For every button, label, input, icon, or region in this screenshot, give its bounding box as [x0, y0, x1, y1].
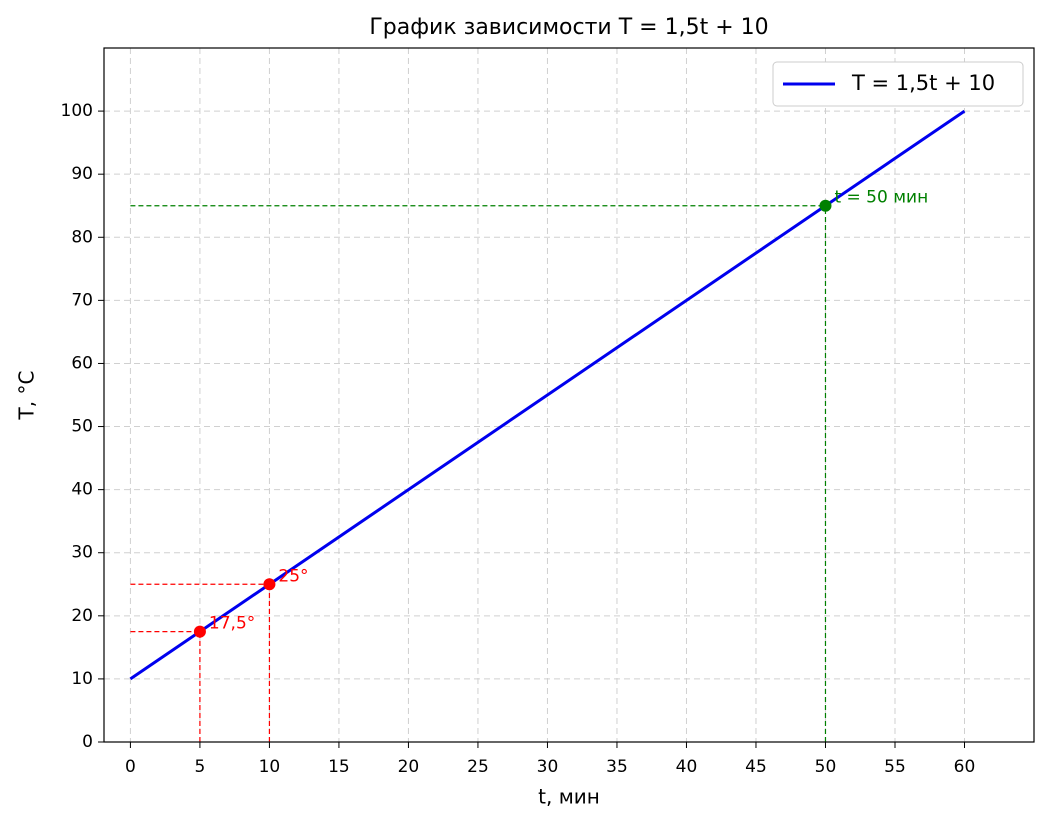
legend: T = 1,5t + 10 [772, 61, 1024, 107]
x-tick-label: 5 [195, 757, 206, 777]
y-tick-label: 20 [71, 606, 93, 626]
legend-label: T = 1,5t + 10 [851, 71, 995, 95]
x-tick-label: 60 [954, 757, 976, 777]
x-tick-label: 20 [398, 757, 420, 777]
point-label: t = 50 мин [834, 188, 928, 208]
y-tick-label: 80 [71, 227, 93, 247]
x-tick-label: 55 [884, 757, 906, 777]
y-tick-label: 90 [71, 164, 93, 184]
point-label: 25° [278, 566, 308, 586]
x-tick-label: 10 [259, 757, 281, 777]
x-axis-label: t, мин [538, 785, 600, 809]
x-tick-label: 40 [676, 757, 698, 777]
x-tick-label: 15 [328, 757, 350, 777]
chart-title: График зависимости T = 1,5t + 10 [369, 15, 768, 40]
y-tick-label: 10 [71, 669, 93, 689]
point-label: 17,5° [209, 614, 255, 634]
x-tick-label: 50 [815, 757, 837, 777]
y-tick-label: 70 [71, 290, 93, 310]
point-marker [193, 625, 206, 638]
point-marker [263, 578, 276, 591]
y-axis-label: T, °C [15, 371, 39, 421]
x-tick-label: 35 [606, 757, 628, 777]
legend-box [772, 61, 1024, 107]
y-tick-label: 60 [71, 353, 93, 373]
y-tick-label: 100 [61, 101, 93, 121]
point-marker [819, 199, 832, 212]
x-tick-label: 45 [745, 757, 767, 777]
y-tick-label: 50 [71, 417, 93, 437]
y-tick-label: 40 [71, 480, 93, 500]
y-tick-label: 30 [71, 543, 93, 563]
x-tick-label: 0 [125, 757, 136, 777]
x-tick-label: 30 [537, 757, 559, 777]
plot-frame [103, 47, 1035, 743]
x-tick-label: 25 [467, 757, 489, 777]
y-tick-label: 0 [82, 732, 93, 752]
